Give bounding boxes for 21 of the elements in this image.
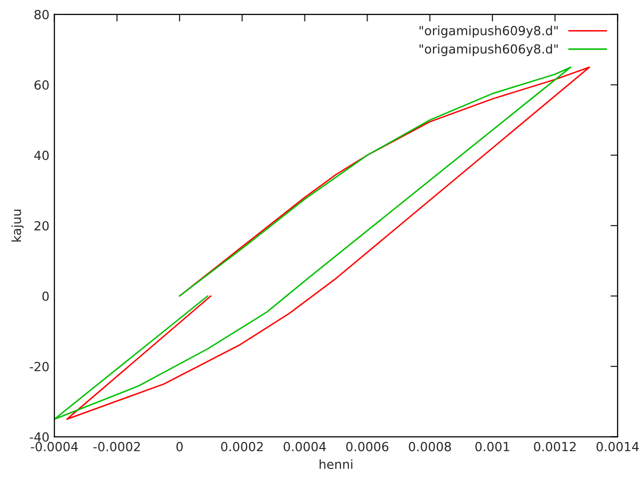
y-tick-label: 40 [34,150,49,160]
x-tick-label: 0.0014 [596,442,639,452]
legend-label: "origamipush609y8.d" [420,26,558,38]
x-tick-label: 0.001 [475,442,510,452]
x-tick-label: -0.0002 [93,442,140,452]
x-axis-title: henni [320,459,352,469]
y-tick-label: 60 [34,80,49,90]
y-axis-title: kajuu [11,210,24,242]
x-tick-label: 0.0002 [221,442,263,452]
y-tick-label: 0 [42,291,49,301]
x-tick-label: 0.0012 [534,442,576,452]
x-tick-label: 0 [176,442,183,452]
x-tick-label: 0.0008 [408,442,451,452]
y-tick-label: -20 [30,362,49,372]
y-tick-label: 20 [34,221,49,231]
x-tick-label: 0.0004 [284,442,326,452]
y-tick-label: -40 [30,432,49,442]
y-tick-label: 80 [34,10,49,20]
legend-label: "origamipush606y8.d" [420,44,558,56]
x-tick-label: 0.0006 [346,442,388,452]
x-tick-label: -0.0004 [30,442,78,452]
